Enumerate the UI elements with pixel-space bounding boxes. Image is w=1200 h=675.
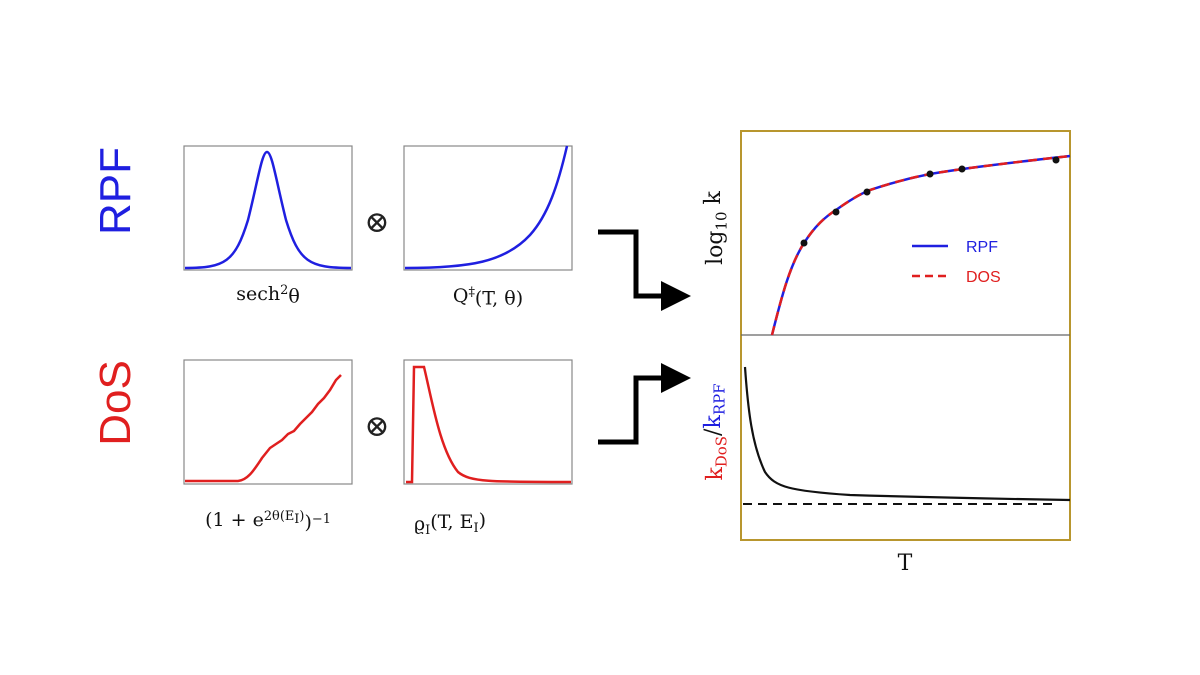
label-piece: I [474,521,479,536]
label-piece: θ [288,286,299,308]
operator: ⊗ [364,205,389,240]
label-piece: 2 [280,283,288,298]
label-piece: I [425,523,430,538]
panel [183,359,353,485]
arrow [598,363,691,445]
panel [403,359,573,485]
x-axis-label: T [898,551,913,576]
factor-label: ϱI(T, EI) [414,509,486,538]
label-piece: Q [453,285,469,307]
label-piece: log [703,230,728,264]
y-axis-label: kDoS/kRPF [701,383,731,480]
label-piece: −1 [312,512,331,527]
points [800,156,1060,247]
panel [403,145,573,271]
method-label: DoS [91,360,140,446]
label-piece: (T, E [430,511,473,533]
panel [183,145,353,271]
label-piece: / [701,428,726,436]
label-piece: k [703,467,728,481]
ratio-curve [743,366,1071,502]
label-piece: ) [479,509,486,531]
curve [185,374,342,483]
label-piece: DoS [712,436,730,467]
method-label: RPF [91,147,140,235]
label-piece: I [294,512,299,527]
curve [184,150,352,270]
factor-label: sech2θ [236,283,300,308]
label-piece: ‡ [468,285,475,300]
curve [406,365,572,484]
curve [404,145,569,270]
label-piece: ) [304,512,311,534]
label-piece: ϱ [414,513,425,535]
legend-label: DOS [966,269,1001,286]
y-axis-label: log10 k [701,190,731,264]
label-piece: (1 + e [205,509,264,531]
label-piece: ) [299,509,304,524]
arrow [598,229,691,311]
label-piece: 2θ(E [264,509,294,524]
legend-label: RPF [966,239,998,256]
label-piece: 10 [712,211,730,230]
label-piece: k [701,190,726,211]
operator: ⊗ [364,409,389,444]
factor-label: Q‡(T, θ) [453,285,523,310]
label-piece: (T, θ) [475,288,523,310]
label-piece: k [701,415,726,429]
label-piece: sech [236,283,280,305]
label-piece: RPF [710,383,728,415]
factor-label: (1 + e2θ(EI))−1 [205,509,331,534]
